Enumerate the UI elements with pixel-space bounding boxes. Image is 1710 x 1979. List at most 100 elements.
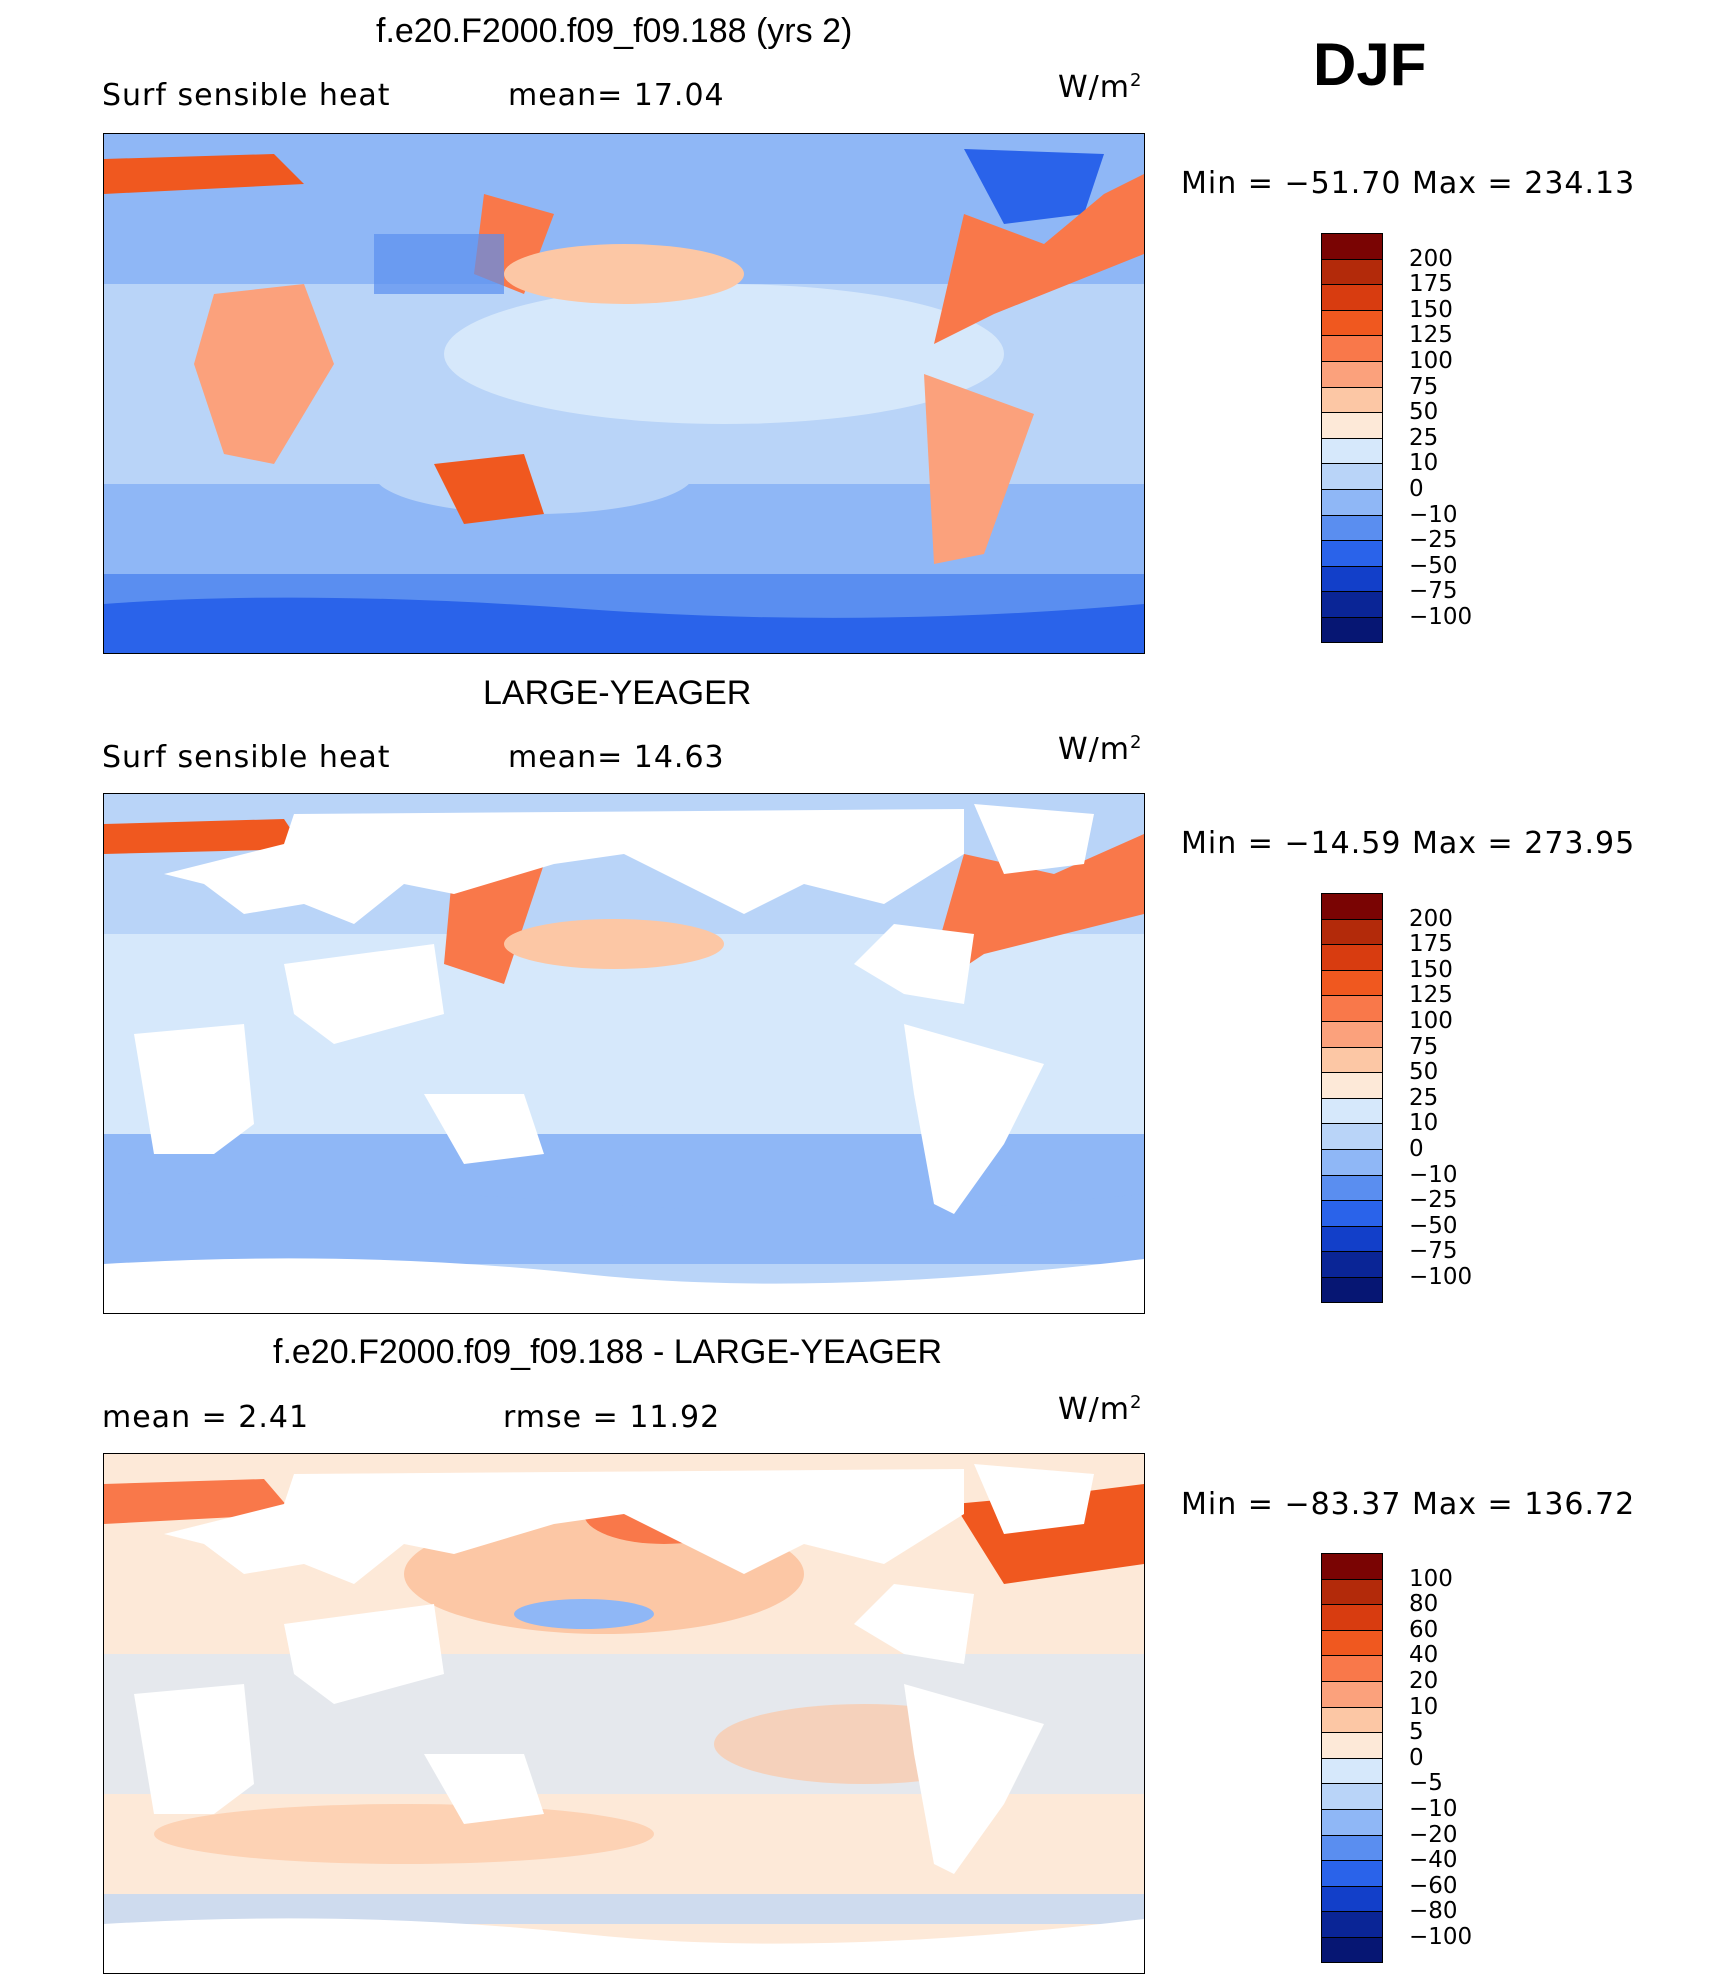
panel-3-units: W/m2 bbox=[1058, 1392, 1143, 1427]
colorbar-cell bbox=[1321, 514, 1383, 541]
colorbar-cell bbox=[1321, 1277, 1383, 1303]
panel-1-units: W/m2 bbox=[1058, 70, 1143, 105]
colorbar-cell bbox=[1321, 995, 1383, 1022]
colorbar-level: −50 bbox=[1409, 552, 1458, 579]
panel-2-map bbox=[103, 793, 1145, 1314]
panel-2-variable-label: Surf sensible heat bbox=[102, 740, 391, 775]
colorbar-level: −40 bbox=[1409, 1847, 1458, 1874]
colorbar-cell bbox=[1321, 1046, 1383, 1073]
colorbar-level: 60 bbox=[1409, 1616, 1439, 1643]
panel-1-mean-label: mean= 17.04 bbox=[508, 78, 725, 113]
colorbar-level: 100 bbox=[1409, 348, 1453, 374]
panel-3-map bbox=[103, 1453, 1145, 1974]
colorbar-level: 125 bbox=[1409, 322, 1453, 349]
colorbar-level: 10 bbox=[1409, 1110, 1439, 1137]
panel-1-title: f.e20.F2000.f09_f09.188 (yrs 2) bbox=[376, 12, 853, 50]
colorbar-cell bbox=[1321, 1860, 1383, 1887]
colorbar-level: 50 bbox=[1409, 399, 1439, 426]
colorbar-cell bbox=[1321, 1706, 1383, 1733]
panel-3-rmse-label: rmse = 11.92 bbox=[503, 1400, 721, 1435]
colorbar-cell bbox=[1321, 386, 1383, 413]
colorbar-level: 20 bbox=[1409, 1668, 1439, 1694]
colorbar-level: −75 bbox=[1409, 578, 1458, 605]
colorbar-level: 200 bbox=[1409, 245, 1453, 272]
colorbar-cell bbox=[1321, 1885, 1383, 1912]
colorbar-cell bbox=[1321, 1200, 1383, 1227]
panel-3-mean-label: mean = 2.41 bbox=[102, 1400, 310, 1435]
colorbar-level: −50 bbox=[1409, 1212, 1458, 1239]
colorbar-level: −100 bbox=[1409, 604, 1473, 630]
colorbar-level: 80 bbox=[1409, 1591, 1439, 1618]
colorbar-level: 40 bbox=[1409, 1642, 1439, 1669]
colorbar-cell bbox=[1321, 1655, 1383, 1682]
colorbar-cell bbox=[1321, 565, 1383, 592]
colorbar-cell bbox=[1321, 233, 1383, 259]
colorbar-cell bbox=[1321, 1809, 1383, 1835]
colorbar-cell bbox=[1321, 1578, 1383, 1605]
colorbar-cell bbox=[1321, 437, 1383, 464]
panel-2-mean-label: mean= 14.63 bbox=[508, 740, 725, 775]
colorbar-cell bbox=[1321, 591, 1383, 618]
colorbar-cell bbox=[1321, 1783, 1383, 1810]
colorbar-level: −5 bbox=[1409, 1770, 1443, 1797]
colorbar-cell bbox=[1321, 1629, 1383, 1656]
colorbar-level: 175 bbox=[1409, 271, 1453, 298]
colorbar-cell bbox=[1321, 918, 1383, 945]
colorbar-level: 200 bbox=[1409, 905, 1453, 932]
colorbar-level: 50 bbox=[1409, 1059, 1439, 1086]
colorbar-level: 100 bbox=[1409, 1008, 1453, 1034]
colorbar-cell bbox=[1321, 1225, 1383, 1252]
colorbar-level: 150 bbox=[1409, 956, 1453, 983]
colorbar-cell bbox=[1321, 1021, 1383, 1047]
season-label: DJF bbox=[1313, 31, 1427, 98]
colorbar-cell bbox=[1321, 1911, 1383, 1938]
panel-1-map bbox=[103, 133, 1145, 654]
colorbar-cell bbox=[1321, 1097, 1383, 1124]
colorbar-cell bbox=[1321, 1681, 1383, 1707]
colorbar-level: −10 bbox=[1409, 1161, 1458, 1188]
colorbar-level: −80 bbox=[1409, 1898, 1458, 1925]
colorbar-cell bbox=[1321, 1834, 1383, 1861]
colorbar-level: 5 bbox=[1409, 1719, 1424, 1746]
colorbar-cell bbox=[1321, 1123, 1383, 1150]
panel-2-title: LARGE-YEAGER bbox=[483, 674, 752, 712]
panel-2-minmax: Min = −14.59 Max = 273.95 bbox=[1181, 826, 1636, 861]
colorbar-level: −60 bbox=[1409, 1872, 1458, 1899]
colorbar-cell bbox=[1321, 1604, 1383, 1631]
colorbar-level: −25 bbox=[1409, 527, 1458, 554]
colorbar-level: −20 bbox=[1409, 1821, 1458, 1848]
panel-1-variable-label: Surf sensible heat bbox=[102, 78, 391, 113]
panel-3-title: f.e20.F2000.f09_f09.188 - LARGE-YEAGER bbox=[273, 1333, 943, 1371]
colorbar-level: 10 bbox=[1409, 450, 1439, 477]
colorbar-level: −100 bbox=[1409, 1924, 1473, 1950]
colorbar-cell bbox=[1321, 1072, 1383, 1099]
colorbar-level: 175 bbox=[1409, 931, 1453, 958]
colorbar-level: 25 bbox=[1409, 424, 1439, 451]
colorbar-level: −25 bbox=[1409, 1187, 1458, 1214]
colorbar-level: 0 bbox=[1409, 476, 1424, 502]
colorbar-cell bbox=[1321, 1174, 1383, 1201]
colorbar-level: 75 bbox=[1409, 1033, 1439, 1060]
colorbar-level: −100 bbox=[1409, 1264, 1473, 1290]
colorbar-cell bbox=[1321, 969, 1383, 996]
colorbar-cell bbox=[1321, 258, 1383, 285]
colorbar-level: 0 bbox=[1409, 1136, 1424, 1162]
panel-3-minmax: Min = −83.37 Max = 136.72 bbox=[1181, 1487, 1636, 1522]
colorbar-cell bbox=[1321, 1937, 1383, 1963]
colorbar-cell bbox=[1321, 335, 1383, 362]
colorbar-level: −10 bbox=[1409, 1796, 1458, 1822]
colorbar-level: 25 bbox=[1409, 1084, 1439, 1111]
colorbar-cell bbox=[1321, 412, 1383, 439]
colorbar-cell bbox=[1321, 1553, 1383, 1579]
colorbar-cell bbox=[1321, 1149, 1383, 1175]
colorbar-level: 125 bbox=[1409, 982, 1453, 1009]
colorbar-level: 75 bbox=[1409, 373, 1439, 400]
colorbar-cell bbox=[1321, 361, 1383, 387]
colorbar-level: 100 bbox=[1409, 1565, 1453, 1592]
colorbar-cell bbox=[1321, 489, 1383, 515]
colorbar-level: 0 bbox=[1409, 1744, 1424, 1771]
colorbar-cell bbox=[1321, 463, 1383, 490]
colorbar-cell bbox=[1321, 944, 1383, 971]
colorbar-cell bbox=[1321, 1732, 1383, 1759]
colorbar-cell bbox=[1321, 540, 1383, 567]
